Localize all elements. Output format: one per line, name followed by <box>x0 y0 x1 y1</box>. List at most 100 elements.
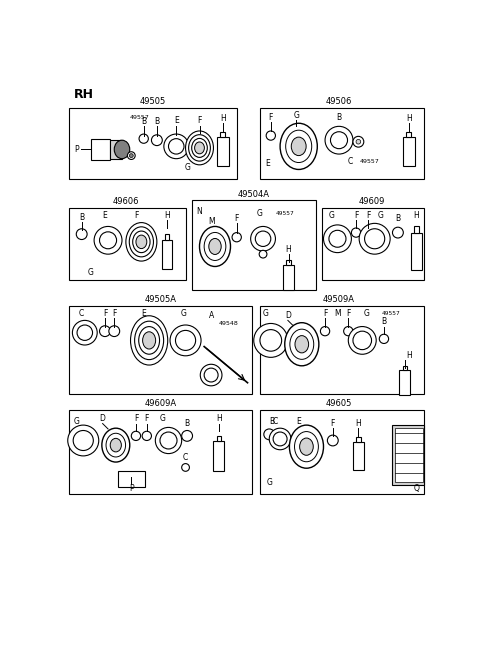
Text: 49606: 49606 <box>113 197 139 206</box>
Bar <box>165 234 169 240</box>
Text: B: B <box>269 417 275 426</box>
Ellipse shape <box>356 140 360 144</box>
Text: B: B <box>396 214 400 223</box>
Bar <box>403 365 407 371</box>
Text: M: M <box>208 217 215 225</box>
Ellipse shape <box>260 329 282 351</box>
Ellipse shape <box>359 223 390 254</box>
Ellipse shape <box>132 431 141 441</box>
Text: F: F <box>144 415 149 423</box>
Ellipse shape <box>295 335 309 353</box>
Bar <box>69 409 252 495</box>
Ellipse shape <box>291 137 306 156</box>
Ellipse shape <box>134 321 164 360</box>
Text: F: F <box>354 211 358 220</box>
Text: F: F <box>197 117 202 126</box>
Ellipse shape <box>330 132 348 149</box>
Ellipse shape <box>110 438 121 452</box>
Bar <box>118 472 145 487</box>
Ellipse shape <box>393 227 403 238</box>
Text: 49505: 49505 <box>140 97 166 106</box>
Ellipse shape <box>189 135 210 161</box>
Text: G: G <box>378 211 384 220</box>
Ellipse shape <box>114 140 130 159</box>
Text: B: B <box>382 318 386 326</box>
Bar <box>283 265 294 290</box>
Bar <box>260 306 424 394</box>
Bar <box>216 137 229 166</box>
Ellipse shape <box>348 327 376 354</box>
Ellipse shape <box>300 438 313 455</box>
Ellipse shape <box>181 464 190 472</box>
Ellipse shape <box>286 130 312 162</box>
Bar <box>353 442 364 470</box>
Bar <box>392 425 424 485</box>
Text: G: G <box>363 309 369 318</box>
Text: E: E <box>141 309 146 318</box>
Bar <box>322 208 424 280</box>
Text: 49609A: 49609A <box>144 399 177 408</box>
Text: H: H <box>356 419 361 428</box>
Text: P: P <box>75 145 79 154</box>
Text: E: E <box>174 117 179 126</box>
Ellipse shape <box>152 135 162 145</box>
Ellipse shape <box>353 136 364 147</box>
Text: F: F <box>235 214 239 223</box>
Text: 49557: 49557 <box>130 115 149 120</box>
Ellipse shape <box>344 327 353 336</box>
Text: H: H <box>216 415 222 423</box>
Ellipse shape <box>325 126 353 154</box>
Ellipse shape <box>126 223 157 261</box>
Ellipse shape <box>379 334 389 343</box>
Text: C: C <box>79 309 84 318</box>
Ellipse shape <box>353 331 372 350</box>
Text: H: H <box>286 245 291 254</box>
Ellipse shape <box>130 154 133 157</box>
Ellipse shape <box>131 316 168 365</box>
Text: B: B <box>141 117 146 126</box>
Bar <box>220 132 225 137</box>
Ellipse shape <box>254 324 288 358</box>
Ellipse shape <box>139 327 159 354</box>
Ellipse shape <box>129 227 154 257</box>
Bar <box>286 260 291 265</box>
Ellipse shape <box>109 326 120 337</box>
Ellipse shape <box>280 123 317 170</box>
Ellipse shape <box>73 430 93 451</box>
Text: C: C <box>273 417 278 426</box>
Text: F: F <box>269 113 273 122</box>
Bar <box>260 409 424 495</box>
Text: B: B <box>184 419 190 428</box>
Ellipse shape <box>329 231 346 247</box>
Bar <box>395 428 423 482</box>
Text: 49505A: 49505A <box>145 295 177 304</box>
Bar <box>407 132 411 137</box>
Text: H: H <box>220 114 226 123</box>
Ellipse shape <box>192 138 207 157</box>
Ellipse shape <box>132 231 150 253</box>
Text: H: H <box>164 211 170 220</box>
Text: B: B <box>154 117 159 126</box>
Bar <box>414 227 419 233</box>
Ellipse shape <box>200 364 222 386</box>
Bar <box>411 233 422 271</box>
Ellipse shape <box>251 227 276 251</box>
Text: G: G <box>88 268 94 277</box>
Text: D: D <box>285 311 291 320</box>
Text: 49506: 49506 <box>326 97 352 106</box>
Ellipse shape <box>295 432 318 462</box>
Ellipse shape <box>160 432 177 449</box>
Text: F: F <box>103 309 107 318</box>
Text: 49605: 49605 <box>326 399 352 408</box>
Bar <box>69 208 186 280</box>
Bar <box>162 240 172 269</box>
Text: P: P <box>129 484 133 493</box>
Text: E: E <box>296 417 301 426</box>
Ellipse shape <box>321 327 330 336</box>
Ellipse shape <box>136 235 147 249</box>
Bar <box>399 371 410 395</box>
Text: G: G <box>263 309 268 318</box>
Text: F: F <box>331 419 335 428</box>
Ellipse shape <box>204 233 226 261</box>
Text: Q: Q <box>414 484 420 493</box>
